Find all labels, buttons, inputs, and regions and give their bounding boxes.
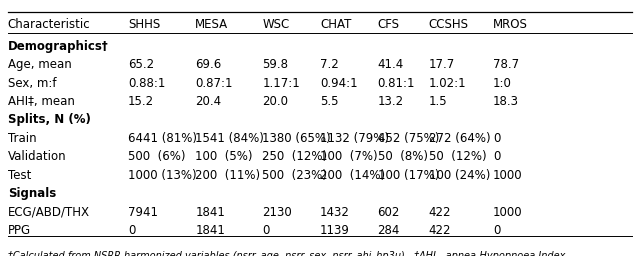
- Text: Signals: Signals: [8, 187, 56, 200]
- Text: 1.5: 1.5: [429, 95, 447, 108]
- Text: 100 (24%): 100 (24%): [429, 169, 490, 182]
- Text: 0.88:1: 0.88:1: [128, 77, 165, 90]
- Text: 17.7: 17.7: [429, 58, 455, 71]
- Text: 200  (14%): 200 (14%): [320, 169, 385, 182]
- Text: 2130: 2130: [262, 206, 292, 219]
- Text: 1841: 1841: [195, 224, 225, 237]
- Text: PPG: PPG: [8, 224, 31, 237]
- Text: 0: 0: [128, 224, 136, 237]
- Text: 18.3: 18.3: [493, 95, 519, 108]
- Text: 100  (7%): 100 (7%): [320, 150, 378, 163]
- Text: 1432: 1432: [320, 206, 350, 219]
- Text: Age, mean: Age, mean: [8, 58, 72, 71]
- Text: 59.8: 59.8: [262, 58, 289, 71]
- Text: MROS: MROS: [493, 18, 527, 31]
- Text: Characteristic: Characteristic: [8, 18, 90, 31]
- Text: SHHS: SHHS: [128, 18, 160, 31]
- Text: 7941: 7941: [128, 206, 158, 219]
- Text: WSC: WSC: [262, 18, 290, 31]
- Text: 20.4: 20.4: [195, 95, 221, 108]
- Text: AHI‡, mean: AHI‡, mean: [8, 95, 74, 108]
- Text: 50  (12%): 50 (12%): [429, 150, 486, 163]
- Text: 5.5: 5.5: [320, 95, 339, 108]
- Text: 15.2: 15.2: [128, 95, 154, 108]
- Text: 1380 (65%): 1380 (65%): [262, 132, 331, 145]
- Text: Sex, m:f: Sex, m:f: [8, 77, 56, 90]
- Text: 0.87:1: 0.87:1: [195, 77, 233, 90]
- Text: 1841: 1841: [195, 206, 225, 219]
- Text: 0.81:1: 0.81:1: [378, 77, 415, 90]
- Text: 1000: 1000: [493, 169, 522, 182]
- Text: 0: 0: [493, 150, 500, 163]
- Text: 78.7: 78.7: [493, 58, 519, 71]
- Text: 65.2: 65.2: [128, 58, 154, 71]
- Text: 1139: 1139: [320, 224, 350, 237]
- Text: 500  (23%): 500 (23%): [262, 169, 327, 182]
- Text: 7.2: 7.2: [320, 58, 339, 71]
- Text: 0.94:1: 0.94:1: [320, 77, 358, 90]
- Text: †Calculated from NSRR harmonized variables (nsrr_age, nsrr_sex, nsrr_ahi_hp3u). : †Calculated from NSRR harmonized variabl…: [8, 250, 568, 256]
- Text: 1.17:1: 1.17:1: [262, 77, 300, 90]
- Text: 0: 0: [493, 132, 500, 145]
- Text: 69.6: 69.6: [195, 58, 221, 71]
- Text: 422: 422: [429, 224, 451, 237]
- Text: 452 (75%): 452 (75%): [378, 132, 439, 145]
- Text: 6441 (81%): 6441 (81%): [128, 132, 197, 145]
- Text: CHAT: CHAT: [320, 18, 351, 31]
- Text: ECG/ABD/THX: ECG/ABD/THX: [8, 206, 90, 219]
- Text: MESA: MESA: [195, 18, 228, 31]
- Text: 422: 422: [429, 206, 451, 219]
- Text: 100 (17%): 100 (17%): [378, 169, 439, 182]
- Text: 250  (12%): 250 (12%): [262, 150, 328, 163]
- Text: 1541 (84%): 1541 (84%): [195, 132, 264, 145]
- Text: 1.02:1: 1.02:1: [429, 77, 467, 90]
- Text: 13.2: 13.2: [378, 95, 404, 108]
- Text: 284: 284: [378, 224, 400, 237]
- Text: Test: Test: [8, 169, 31, 182]
- Text: 1132 (79%): 1132 (79%): [320, 132, 389, 145]
- Text: 272 (64%): 272 (64%): [429, 132, 490, 145]
- Text: 1000: 1000: [493, 206, 522, 219]
- Text: 1000 (13%): 1000 (13%): [128, 169, 196, 182]
- Text: 1:0: 1:0: [493, 77, 511, 90]
- Text: 50  (8%): 50 (8%): [378, 150, 428, 163]
- Text: 100  (5%): 100 (5%): [195, 150, 253, 163]
- Text: CFS: CFS: [378, 18, 399, 31]
- Text: 602: 602: [378, 206, 400, 219]
- Text: 500  (6%): 500 (6%): [128, 150, 186, 163]
- Text: 200  (11%): 200 (11%): [195, 169, 260, 182]
- Text: 20.0: 20.0: [262, 95, 289, 108]
- Text: 41.4: 41.4: [378, 58, 404, 71]
- Text: Train: Train: [8, 132, 36, 145]
- Text: 0: 0: [493, 224, 500, 237]
- Text: Validation: Validation: [8, 150, 67, 163]
- Text: 0: 0: [262, 224, 270, 237]
- Text: CCSHS: CCSHS: [429, 18, 468, 31]
- Text: Demographics†: Demographics†: [8, 40, 108, 53]
- Text: Splits, N (%): Splits, N (%): [8, 113, 90, 126]
